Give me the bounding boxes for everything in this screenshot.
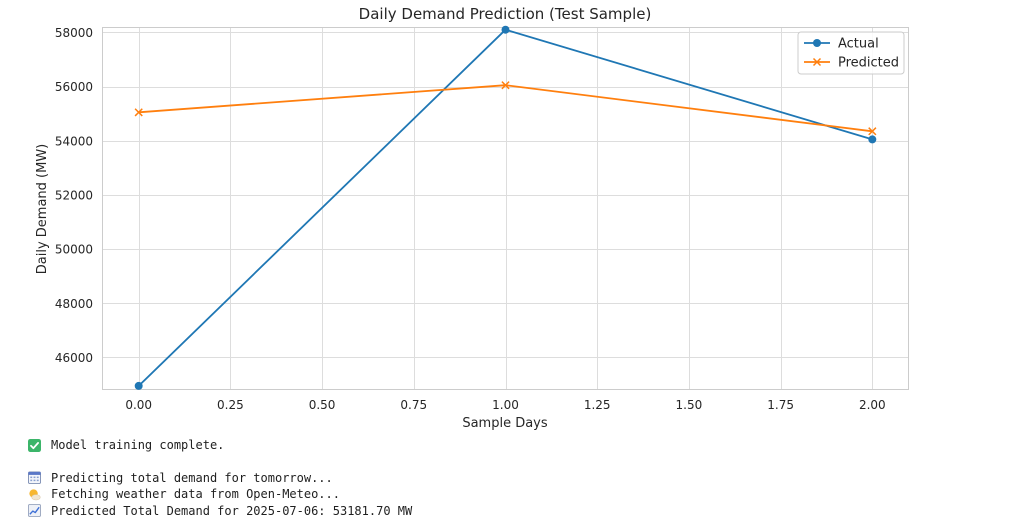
grid xyxy=(102,27,909,390)
legend: Actual Predicted xyxy=(797,31,905,75)
y-tick-label: 56000 xyxy=(55,80,93,94)
chart-title: Daily Demand Prediction (Test Sample) xyxy=(359,5,652,23)
output-line-prediction-result: Predicted Total Demand for 2025-07-06: 5… xyxy=(28,503,412,520)
x-tick-label: 0.75 xyxy=(400,398,427,412)
chart-increasing-icon xyxy=(28,504,41,518)
output-line-weather: Fetching weather data from Open-Meteo... xyxy=(28,486,412,503)
data-point-predicted xyxy=(501,81,510,90)
y-tick-label: 58000 xyxy=(55,26,93,40)
data-point-predicted xyxy=(868,127,877,136)
calendar-icon xyxy=(28,471,41,485)
legend-label-actual: Actual xyxy=(838,37,879,52)
line-chart: 0.00 0.25 0.50 0.75 1.00 1.25 1.50 1.75 2.00 4600… xyxy=(35,5,909,431)
plot-area xyxy=(102,27,909,390)
x-tick-label: 0.50 xyxy=(309,398,336,412)
y-tick-label: 54000 xyxy=(55,134,93,148)
sun-cloud-icon xyxy=(29,489,41,501)
y-axis-label: Daily Demand (MW) xyxy=(35,144,50,275)
output-text: Model training complete. xyxy=(51,438,225,452)
x-tick-label: 2.00 xyxy=(859,398,886,412)
output-line-predicting: Predicting total demand for tomorrow... xyxy=(28,470,412,487)
data-point-actual xyxy=(134,381,143,390)
legend-marker-predicted xyxy=(812,57,822,67)
data-point-actual xyxy=(868,135,877,144)
x-tick-label: 1.25 xyxy=(584,398,611,412)
y-tick-label: 50000 xyxy=(55,243,93,257)
output-text: Predicting total demand for tomorrow... xyxy=(51,470,333,485)
ticks: 0.00 0.25 0.50 0.75 1.00 1.25 1.50 1.75 2.00 4600… xyxy=(55,26,886,412)
x-tick-label: 0.00 xyxy=(125,398,152,412)
x-tick-label: 0.25 xyxy=(217,398,244,412)
x-tick-label: 1.50 xyxy=(676,398,703,412)
y-tick-label: 46000 xyxy=(55,351,93,365)
x-axis-label: Sample Days xyxy=(462,416,548,431)
series xyxy=(134,25,877,390)
output-text: Predicted Total Demand for 2025-07-06: 5… xyxy=(51,503,413,518)
data-point-predicted xyxy=(134,108,143,117)
data-point-actual xyxy=(501,25,510,34)
x-tick-label: 1.75 xyxy=(767,398,794,412)
y-tick-label: 48000 xyxy=(55,297,93,311)
output-text: Fetching weather data from Open-Meteo... xyxy=(51,487,340,501)
check-mark-icon xyxy=(28,438,41,452)
legend-marker-actual xyxy=(813,39,821,47)
output-line-training: Model training complete. xyxy=(28,437,412,454)
legend-label-predicted: Predicted xyxy=(838,56,899,71)
x-tick-label: 1.00 xyxy=(492,398,519,412)
y-tick-label: 52000 xyxy=(55,188,93,202)
cell-output: Model training complete. Predicting tota… xyxy=(28,437,412,519)
